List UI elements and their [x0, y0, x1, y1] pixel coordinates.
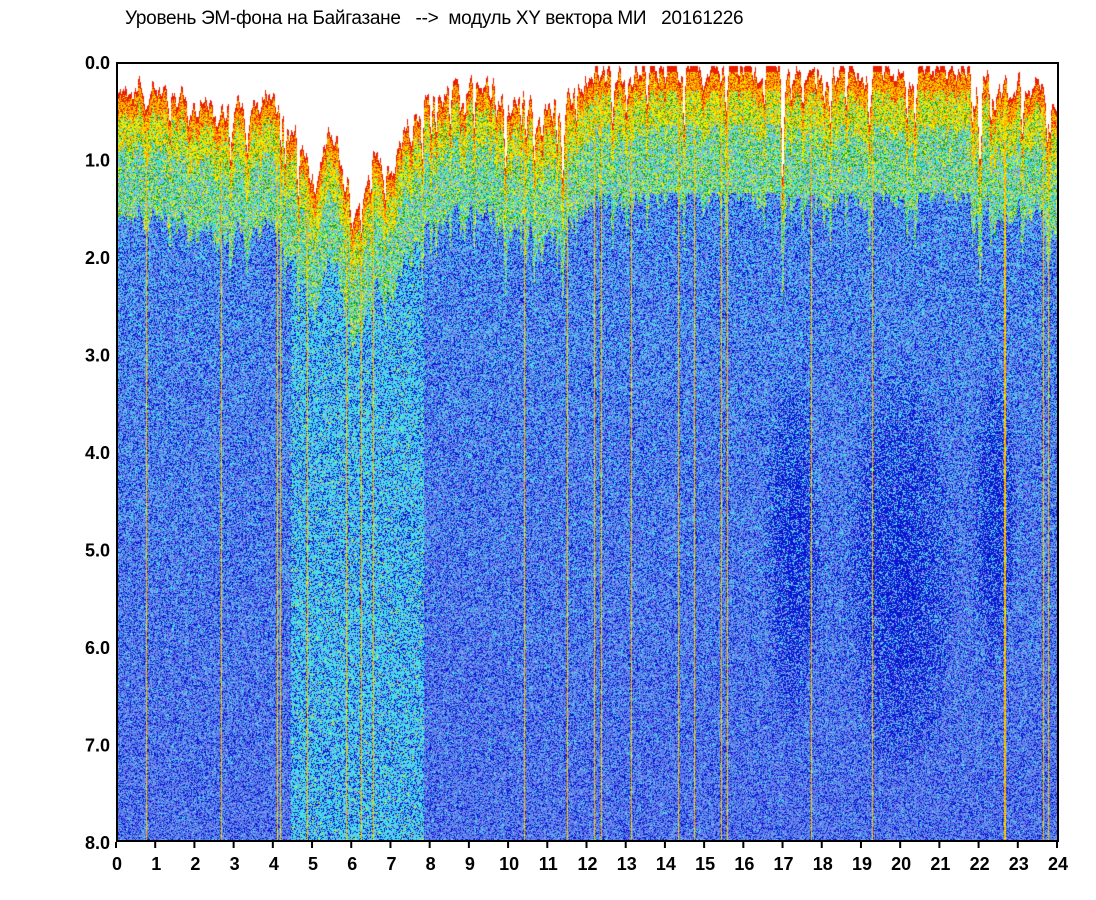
y-tick-label: 2.0 — [85, 248, 110, 268]
x-tick-label: 13 — [617, 854, 637, 874]
plot-area — [116, 62, 1059, 842]
heatmap-canvas — [118, 64, 1057, 840]
x-tick-label: 20 — [891, 854, 911, 874]
x-tick-label: 6 — [347, 854, 357, 874]
x-tick-label: 23 — [1009, 854, 1029, 874]
y-axis: 0.0 1.0 2.0 3.0 4.0 5.0 6.0 7.0 8.0 — [85, 53, 110, 853]
x-tick-label: 15 — [695, 854, 715, 874]
y-tick-label: 3.0 — [85, 346, 110, 366]
y-tick-label: 1.0 — [85, 151, 110, 171]
x-axis: 0 1 2 3 4 5 6 7 8 9 10 11 12 13 14 15 16 17 18 19 20 21 22 23 24 — [112, 842, 1068, 874]
chart-title: Уровень ЭМ-фона на Байгазане --> модуль … — [125, 8, 744, 29]
x-tick-label: 14 — [656, 854, 676, 874]
x-tick-label: 5 — [308, 854, 318, 874]
x-tick-label: 0 — [112, 854, 122, 874]
y-tick-label: 8.0 — [85, 833, 110, 853]
y-tick-label: 0.0 — [85, 53, 110, 73]
x-tick-label: 18 — [813, 854, 833, 874]
x-tick-label: 7 — [386, 854, 396, 874]
x-tick-label: 19 — [852, 854, 872, 874]
x-tick-label: 3 — [230, 854, 240, 874]
x-tick-label: 12 — [577, 854, 597, 874]
x-tick-label: 4 — [269, 854, 279, 874]
x-tick-label: 11 — [539, 854, 558, 874]
x-tick-label: 24 — [1048, 854, 1068, 874]
x-tick-label: 2 — [190, 854, 200, 874]
y-tick-label: 5.0 — [85, 541, 110, 561]
y-tick-label: 4.0 — [85, 443, 110, 463]
x-tick-label: 9 — [465, 854, 475, 874]
x-tick-label: 8 — [426, 854, 436, 874]
x-tick-label: 22 — [970, 854, 990, 874]
x-tick-label: 16 — [734, 854, 754, 874]
x-tick-label: 1 — [151, 854, 161, 874]
y-tick-label: 6.0 — [85, 638, 110, 658]
x-tick-label: 17 — [774, 854, 794, 874]
x-tick-label: 21 — [930, 854, 950, 874]
x-tick-label: 10 — [499, 854, 519, 874]
y-tick-label: 7.0 — [85, 736, 110, 756]
